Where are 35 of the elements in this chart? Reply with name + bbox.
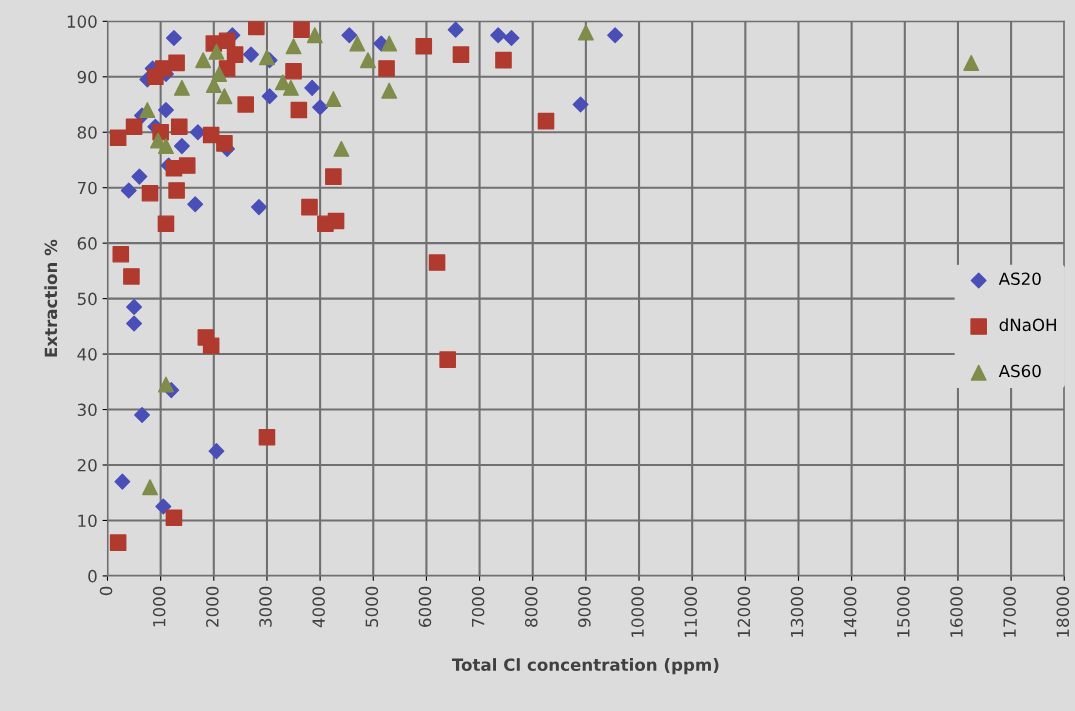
x-tick-label: 4000	[312, 586, 325, 628]
y-tick-label: 50	[77, 292, 97, 306]
y-tick-label: 30	[77, 403, 97, 417]
x-tick-label: 1000	[152, 586, 166, 627]
y-tick-label: 70	[77, 181, 97, 195]
legend-label: dNaOH	[999, 318, 1056, 332]
y-tick-label: 60	[77, 237, 97, 250]
x-tick-label: 8000	[524, 586, 538, 627]
x-tick-label: 2000	[206, 586, 219, 627]
x-tick-label: 11000	[684, 586, 698, 637]
x-tick-label: 12000	[737, 586, 751, 637]
y-axis-title: Extraction %	[44, 239, 58, 357]
x-tick-label: 0	[99, 586, 113, 596]
legend-label: AS60	[998, 364, 1041, 378]
y-tick-label: 100	[67, 15, 97, 28]
x-tick-label: 18000	[1056, 586, 1070, 637]
x-tick-label: 15000	[897, 586, 910, 637]
x-tick-label: 10000	[631, 586, 644, 637]
x-tick-label: 16000	[950, 586, 963, 637]
legend-label: AS20	[998, 272, 1041, 286]
x-tick-label: 7000	[471, 586, 485, 627]
y-tick-label: 10	[78, 514, 97, 528]
x-tick-label: 9000	[578, 586, 591, 627]
x-tick-label: 6000	[418, 586, 432, 627]
x-tick-label: 3000	[259, 586, 272, 627]
x-tick-label: 5000	[365, 586, 379, 627]
y-tick-label: 80	[77, 126, 97, 139]
y-tick-label: 20	[77, 458, 97, 472]
x-tick-label: 13000	[790, 586, 804, 637]
y-tick-label: 40	[77, 348, 97, 361]
y-tick-label: 90	[77, 70, 97, 84]
x-axis-title: Total Cl concentration (ppm)	[451, 658, 719, 675]
x-tick-label: 14000	[843, 586, 857, 637]
x-tick-label: 17000	[1003, 586, 1016, 637]
y-tick-label: 0	[88, 569, 97, 583]
